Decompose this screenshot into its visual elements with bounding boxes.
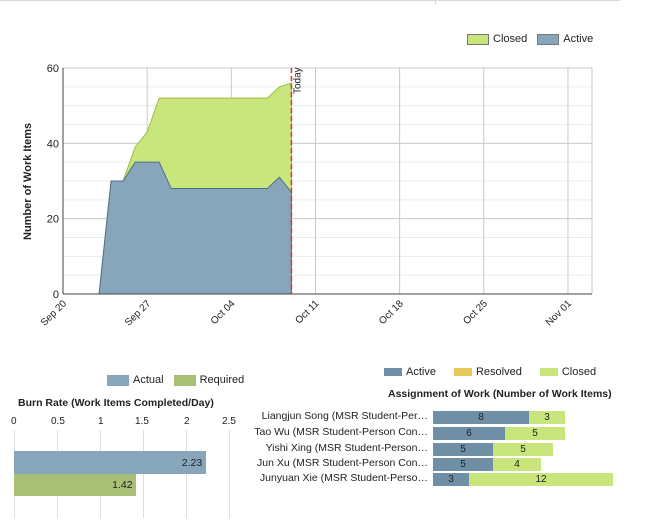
legend-label-closed: Closed: [493, 33, 528, 45]
y-tick-label: 40: [47, 138, 59, 150]
burndown-chart: Today 0 20 40 60 Sep 20 Sep 27 Oct 04 Oct 11 Oct …: [39, 63, 593, 329]
assignment-bar-closed[interactable]: 5: [493, 443, 553, 456]
burn-rate-legend: Actual Required: [107, 374, 254, 386]
assignment-bar-closed[interactable]: 5: [505, 427, 565, 440]
legend-swatch-resolved: [453, 368, 472, 376]
legend-item-required[interactable]: Required: [173, 374, 245, 386]
assignment-bar-closed[interactable]: 3: [529, 411, 565, 424]
assignee-name: Jun Xu (MSR Student-Person Con…: [257, 457, 428, 469]
legend-label-required: Required: [199, 374, 245, 386]
legend-item-active[interactable]: Active: [537, 33, 593, 45]
burn-gridline: [186, 430, 187, 518]
x-tick-label: Oct 04: [209, 298, 238, 327]
assignee-name: Tao Wu (MSR Student-Person Con…: [254, 426, 428, 438]
legend-label-closed: Closed: [561, 366, 597, 378]
burn-scale-tick: 1: [98, 416, 104, 427]
legend-swatch-required: [173, 374, 196, 386]
legend-swatch-active: [537, 33, 560, 45]
burn-scale-tick: 2.5: [222, 416, 236, 427]
assignment-bar-closed[interactable]: 4: [493, 458, 541, 471]
legend-swatch-actual: [107, 374, 129, 386]
assignment-bar-active[interactable]: 3: [433, 473, 469, 486]
x-tick-label: Oct 11: [294, 298, 322, 326]
legend-item-actual[interactable]: Actual: [107, 374, 164, 386]
legend-item-resolved[interactable]: Resolved: [453, 366, 522, 378]
assignee-name: Liangjun Song (MSR Student-Per…: [261, 410, 428, 422]
burn-gridline: [229, 430, 230, 518]
burn-rate-title: Burn Rate (Work Items Completed/Day): [18, 397, 214, 409]
y-tick-label: 0: [53, 289, 59, 301]
assignment-bar-active[interactable]: 5: [433, 443, 493, 456]
assignee-name: Yishi Xing (MSR Student-Person…: [265, 442, 428, 454]
today-marker-label: Today: [292, 67, 303, 94]
legend-swatch-closed: [539, 368, 558, 376]
legend-item-active[interactable]: Active: [384, 366, 436, 378]
x-tick-label: Nov 01: [544, 298, 574, 328]
y-tick-label: 20: [47, 214, 59, 226]
legend-label-resolved: Resolved: [475, 366, 522, 378]
assignee-name: Junyuan Xie (MSR Student-Perso…: [259, 472, 428, 484]
legend-item-closed[interactable]: Closed: [539, 366, 597, 378]
y-tick-label: 60: [47, 63, 59, 75]
assignment-bar-active[interactable]: 5: [433, 458, 493, 471]
legend-label-actual: Actual: [133, 374, 164, 386]
assignment-bar-closed[interactable]: 12: [469, 473, 613, 486]
burn-rate-required-value: 1.42: [112, 479, 133, 491]
burndown-legend: Closed Active: [467, 33, 603, 45]
burn-scale-tick: 1.5: [135, 416, 149, 427]
burn-scale-tick: 2: [184, 416, 190, 427]
assignment-legend: Active Resolved Closed: [384, 366, 606, 378]
assignment-bar-active[interactable]: 8: [433, 411, 529, 424]
burn-scale-tick: 0.5: [51, 416, 65, 427]
legend-label-active: Active: [563, 33, 594, 45]
x-tick-label: Oct 25: [461, 298, 490, 327]
assignment-bar-active[interactable]: 6: [433, 427, 505, 440]
burn-scale-tick: 0: [11, 416, 17, 427]
burn-gridline: [143, 430, 144, 518]
series-area-active: [98, 161, 292, 295]
top-divider: [0, 0, 620, 1]
top-divider-tick: [435, 0, 436, 4]
legend-swatch-active: [384, 368, 402, 376]
x-tick-label: Sep 20: [39, 298, 69, 328]
x-tick-label: Oct 18: [377, 298, 406, 327]
legend-label-active: Active: [406, 366, 436, 378]
legend-item-closed[interactable]: Closed: [467, 33, 527, 45]
x-tick-label: Sep 27: [123, 298, 153, 328]
burn-rate-actual-value: 2.23: [181, 457, 203, 469]
assignment-title: Assignment of Work (Number of Work Items…: [388, 388, 612, 400]
burn-rate-required-bar: [14, 474, 137, 496]
legend-swatch-closed: [467, 33, 489, 45]
burn-rate-actual-bar: [14, 451, 206, 474]
